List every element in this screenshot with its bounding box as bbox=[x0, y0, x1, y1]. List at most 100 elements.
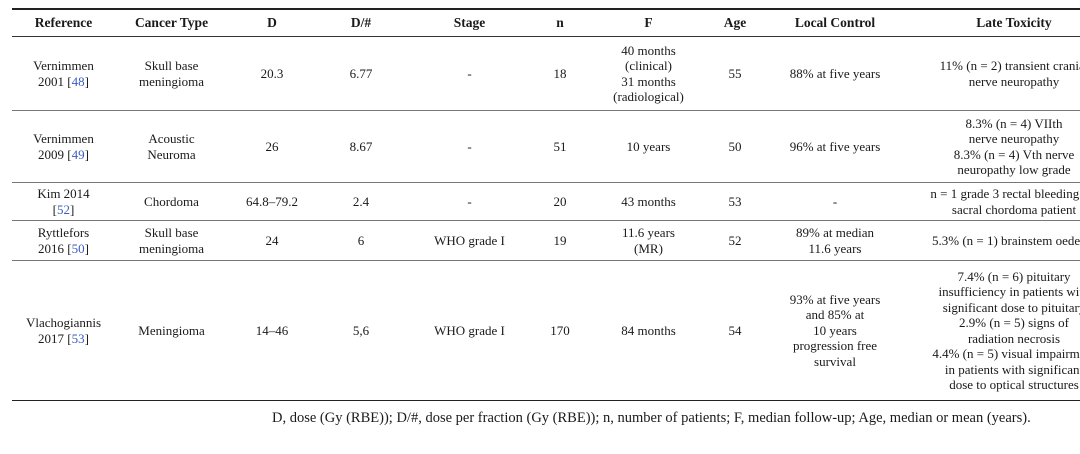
cell-follow-up-line: (clinical) bbox=[625, 58, 672, 73]
cell-cancer-type: Acoustic Neuroma bbox=[115, 110, 228, 183]
cell-local-control: - bbox=[760, 182, 910, 221]
col-header-age: Age bbox=[710, 8, 760, 37]
cell-local-control: 93% at five years and 85% at 10 years progr… bbox=[760, 260, 910, 401]
cell-follow-up-line: (MR) bbox=[634, 240, 663, 256]
cell-late-toxicity-line: 8.3% (n = 4) Vth nerve bbox=[953, 146, 1075, 162]
col-header-dose: D bbox=[228, 8, 316, 37]
cell-late-toxicity-line: radiation necrosis bbox=[967, 330, 1061, 346]
citation-link[interactable]: 48 bbox=[71, 73, 85, 89]
cell-n: 19 bbox=[533, 220, 587, 261]
reference-year: 2001 bbox=[38, 73, 65, 89]
cell-dose-per-fraction: 5,6 bbox=[316, 260, 406, 401]
cell-late-toxicity-line: 8.3% (n = 4) VIIth bbox=[965, 115, 1063, 131]
cell-local-control-line: and 85% at bbox=[805, 307, 865, 323]
cell-dose-per-fraction: 2.4 bbox=[316, 182, 406, 221]
cell-follow-up: 10 years bbox=[587, 110, 710, 183]
cell-dose-per-fraction: 6 bbox=[316, 220, 406, 261]
cell-late-toxicity: n = 1 grade 3 rectal bleeding forsacral … bbox=[910, 182, 1080, 221]
cell-local-control-line: 88% at five years bbox=[789, 65, 881, 81]
header-row: Reference Cancer Type D D/# Stage n F Ag… bbox=[12, 8, 1080, 37]
reference-author: Vernimmen bbox=[33, 131, 94, 146]
table-row: Kim 2014 [52] Chordoma 64.8–79.2 2.4-20 43 mo… bbox=[12, 182, 1080, 221]
cell-reference: Ryttlefors 2016 [50] bbox=[12, 220, 115, 261]
cell-follow-up: 11.6 years (MR) bbox=[587, 220, 710, 261]
cell-age: 53 bbox=[710, 182, 760, 221]
col-header-dose-per-fraction: D/# bbox=[316, 8, 406, 37]
cell-follow-up-line: 31 months bbox=[621, 73, 676, 89]
cell-follow-up-line: 11.6 years bbox=[622, 225, 675, 240]
cell-dose: 14–46 bbox=[228, 260, 316, 401]
reference-author: Vlachogiannis bbox=[25, 315, 102, 330]
cell-late-toxicity-line: dose to optical structures bbox=[949, 377, 1079, 392]
table-row: Vernimmen 2009 [49] Acoustic Neuroma 26 8.67-… bbox=[12, 110, 1080, 183]
cell-cancer-type-line: Neuroma bbox=[147, 146, 196, 162]
cell-n: 51 bbox=[533, 110, 587, 183]
cell-dose: 64.8–79.2 bbox=[228, 182, 316, 221]
col-header-local-control: Local Control bbox=[760, 8, 910, 37]
cell-age: 52 bbox=[710, 220, 760, 261]
cell-cancer-type: Skull base meningioma bbox=[115, 220, 228, 261]
cell-cancer-type: Chordoma bbox=[115, 182, 228, 221]
cell-age: 54 bbox=[710, 260, 760, 401]
cell-cancer-type-line: Skull base bbox=[144, 225, 199, 240]
cell-follow-up-line: 43 months bbox=[621, 193, 676, 209]
cell-late-toxicity-line: neuropathy low grade bbox=[957, 162, 1071, 177]
cell-n: 20 bbox=[533, 182, 587, 221]
cell-late-toxicity-line: nerve neuropathy bbox=[968, 131, 1060, 146]
results-table: Reference Cancer Type D D/# Stage n F Ag… bbox=[12, 8, 1080, 401]
cell-follow-up: 40 months (clinical) 31 months (radiologica… bbox=[587, 36, 710, 111]
table-footnote: D, dose (Gy (RBE)); D/#, dose per fracti… bbox=[272, 410, 1031, 426]
cell-late-toxicity-line: 4.4% (n = 5) visual impairment bbox=[932, 346, 1080, 361]
cell-reference: Kim 2014 [52] bbox=[12, 182, 115, 221]
reference-year: 2009 bbox=[38, 146, 65, 162]
citation-link[interactable]: 52 bbox=[57, 201, 70, 217]
table-row: Vernimmen 2001 [48] Skull base meningioma 20… bbox=[12, 36, 1080, 111]
cell-reference: Vernimmen 2009 [49] bbox=[12, 110, 115, 183]
reference-year: 2017 bbox=[38, 330, 65, 346]
col-header-follow-up: F bbox=[587, 8, 710, 37]
cell-stage: - bbox=[406, 36, 533, 111]
reference-author: Vernimmen bbox=[33, 58, 94, 73]
col-header-late-toxicity: Late Toxicity bbox=[910, 8, 1080, 37]
reference-author: Kim 2014 bbox=[37, 186, 90, 201]
citation-link[interactable]: 53 bbox=[71, 330, 85, 346]
cell-cancer-type-line: Chordoma bbox=[144, 193, 199, 209]
cell-local-control-line: survival bbox=[814, 353, 856, 369]
cell-cancer-type-line: Acoustic bbox=[148, 131, 195, 146]
cell-dose-per-fraction: 6.77 bbox=[316, 36, 406, 111]
cell-stage: WHO grade I bbox=[406, 260, 533, 401]
table-row: Ryttlefors 2016 [50] Skull base meningioma 2… bbox=[12, 220, 1080, 261]
cell-local-control-line: 93% at five years bbox=[789, 291, 881, 307]
cell-late-toxicity-line: 7.4% (n = 6) pituitary bbox=[957, 268, 1071, 284]
cell-late-toxicity-line: in patients with significant bbox=[944, 361, 1080, 377]
cell-follow-up-line: 10 years bbox=[626, 138, 671, 154]
cell-late-toxicity: 7.4% (n = 6) pituitary insufficiency in p… bbox=[910, 260, 1080, 401]
cell-cancer-type: Skull base meningioma bbox=[115, 36, 228, 111]
cell-late-toxicity-line: insufficiency in patients with bbox=[938, 284, 1080, 299]
cell-local-control: 96% at five years bbox=[760, 110, 910, 183]
cell-follow-up: 84 months bbox=[587, 260, 710, 401]
cell-late-toxicity-line: 11% (n = 2) transient cranial bbox=[939, 58, 1080, 73]
cell-reference: Vernimmen 2001 [48] bbox=[12, 36, 115, 111]
citation-link[interactable]: 49 bbox=[71, 146, 85, 162]
cell-n: 170 bbox=[533, 260, 587, 401]
cell-follow-up-line: 84 months bbox=[621, 322, 676, 338]
cell-stage: WHO grade I bbox=[406, 220, 533, 261]
cell-late-toxicity-line: 5.3% (n = 1) brainstem oedema bbox=[931, 232, 1080, 248]
col-header-reference: Reference bbox=[12, 8, 115, 37]
cell-reference: Vlachogiannis 2017 [53] bbox=[12, 260, 115, 401]
reference-year: 2016 bbox=[38, 240, 65, 256]
cell-stage: - bbox=[406, 182, 533, 221]
cell-local-control-line: 11.6 years bbox=[808, 240, 862, 256]
cell-late-toxicity-line: significant dose to pituitary bbox=[942, 299, 1080, 315]
cell-late-toxicity: 8.3% (n = 4) VIIth nerve neuropathy 8.3% (… bbox=[910, 110, 1080, 183]
table-row: Vlachogiannis 2017 [53] Meningioma 14–46 5,6… bbox=[12, 260, 1080, 401]
reference-author: Ryttlefors bbox=[37, 225, 90, 240]
cell-late-toxicity-line: nerve neuropathy bbox=[968, 73, 1060, 89]
cell-late-toxicity: 11% (n = 2) transient cranial nerve neuro… bbox=[910, 36, 1080, 111]
citation-link[interactable]: 50 bbox=[71, 240, 85, 256]
cell-local-control-line: 96% at five years bbox=[789, 138, 881, 154]
cell-cancer-type-line: Skull base bbox=[144, 58, 199, 73]
cell-age: 50 bbox=[710, 110, 760, 183]
